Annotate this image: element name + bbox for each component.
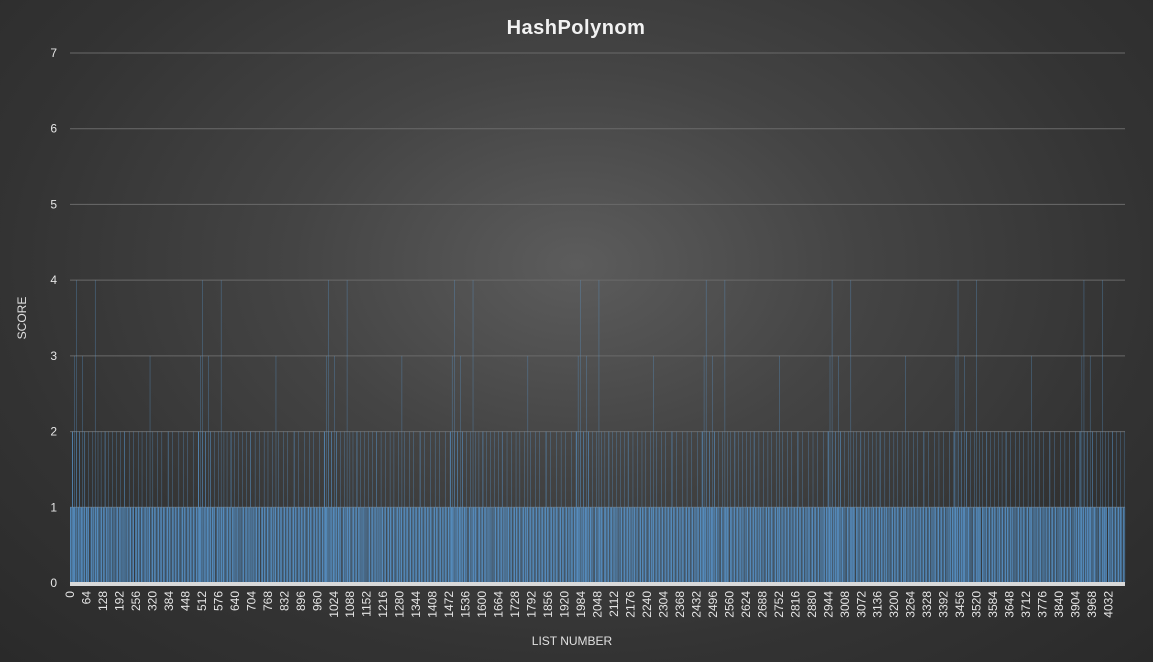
y-tick-label: 2: [50, 425, 57, 439]
x-tick-label: 3456: [953, 591, 967, 618]
bars: [70, 280, 1126, 583]
x-tick-label: 640: [228, 591, 242, 611]
x-tick-label: 1984: [574, 591, 588, 618]
x-tick-label: 3648: [1003, 591, 1017, 618]
x-tick-label: 896: [294, 591, 308, 611]
x-tick-label: 3008: [838, 591, 852, 618]
y-tick-label: 5: [50, 197, 57, 211]
x-tick-label: 512: [195, 591, 209, 611]
x-tick-label: 2432: [689, 591, 703, 618]
y-tick-label: 1: [50, 500, 57, 514]
x-tick-label: 3072: [854, 591, 868, 618]
x-tick-label: 832: [277, 591, 291, 611]
y-tick-label: 6: [50, 122, 57, 136]
x-axis-title: LIST NUMBER: [532, 634, 613, 648]
x-tick-label: 3392: [937, 591, 951, 618]
x-tick-label: 1792: [525, 591, 539, 618]
y-axis-title: SCORE: [15, 297, 29, 340]
y-tick-label: 7: [50, 46, 57, 60]
x-tick-label: 2624: [739, 591, 753, 618]
x-tick-label: 1216: [376, 591, 390, 618]
x-tick-label: 3840: [1052, 591, 1066, 618]
x-tick-label: 64: [80, 591, 94, 605]
x-tick-label: 1664: [492, 591, 506, 618]
x-tick-label: 1536: [459, 591, 473, 618]
x-tick-label: 768: [261, 591, 275, 611]
x-tick-label: 3200: [887, 591, 901, 618]
x-tick-label: 0: [63, 591, 77, 598]
x-tick-label: 2368: [673, 591, 687, 618]
x-tick-label: 1024: [327, 591, 341, 618]
x-tick-label: 3776: [1036, 591, 1050, 618]
x-tick-label: 3712: [1019, 591, 1033, 618]
chart-title: HashPolynom: [507, 17, 646, 39]
x-tick-label: 2176: [624, 591, 638, 618]
x-tick-label: 2752: [772, 591, 786, 618]
x-tick-label: 1408: [426, 591, 440, 618]
x-tick-label: 384: [162, 591, 176, 611]
x-tick-label: 128: [96, 591, 110, 611]
x-tick-label: 704: [244, 591, 258, 611]
x-tick-label: 2688: [755, 591, 769, 618]
x-tick-label: 3904: [1069, 591, 1083, 618]
x-tick-label: 1152: [360, 591, 374, 617]
x-tick-label: 3520: [970, 591, 984, 618]
x-tick-label: 2048: [591, 591, 605, 618]
x-tick-label: 1344: [409, 591, 423, 618]
x-tick-label: 256: [129, 591, 143, 611]
x-tick-label: 3328: [920, 591, 934, 618]
x-tick-label: 3584: [986, 591, 1000, 618]
x-tick-label: 1600: [475, 591, 489, 618]
y-axis-ticks: 0 1 2 3 4 5 6 7: [50, 46, 57, 590]
x-tick-label: 2944: [821, 591, 835, 618]
x-tick-label: 2880: [805, 591, 819, 618]
x-tick-label: 4032: [1102, 591, 1116, 618]
x-tick-label: 448: [178, 591, 192, 611]
x-tick-label: 3264: [904, 591, 918, 618]
x-tick-label: 3136: [871, 591, 885, 618]
x-tick-label: 1472: [442, 591, 456, 618]
x-tick-label: 1280: [393, 591, 407, 618]
x-axis-line: [70, 582, 1125, 586]
x-tick-label: 2304: [656, 591, 670, 618]
y-tick-label: 3: [50, 349, 57, 363]
x-tick-label: 320: [145, 591, 159, 611]
x-tick-label: 2560: [722, 591, 736, 618]
x-tick-label: 2496: [706, 591, 720, 618]
x-tick-label: 192: [113, 591, 127, 611]
x-tick-label: 2112: [607, 591, 621, 617]
x-tick-label: 3968: [1085, 591, 1099, 618]
x-tick-label: 2240: [640, 591, 654, 618]
gridlines: [70, 52, 1125, 508]
x-tick-label: 1856: [541, 591, 555, 618]
x-tick-label: 1920: [558, 591, 572, 618]
x-tick-label: 960: [310, 591, 324, 611]
x-axis-ticks: 0 64 128 192 256 320 384 448 512 576 640 704 768 832 8…: [63, 591, 1116, 618]
x-tick-label: 576: [211, 591, 225, 611]
x-tick-label: 2816: [788, 591, 802, 618]
x-tick-label: 1088: [343, 591, 357, 618]
y-tick-label: 4: [50, 273, 57, 287]
y-tick-label: 0: [50, 576, 57, 590]
x-tick-label: 1728: [508, 591, 522, 618]
